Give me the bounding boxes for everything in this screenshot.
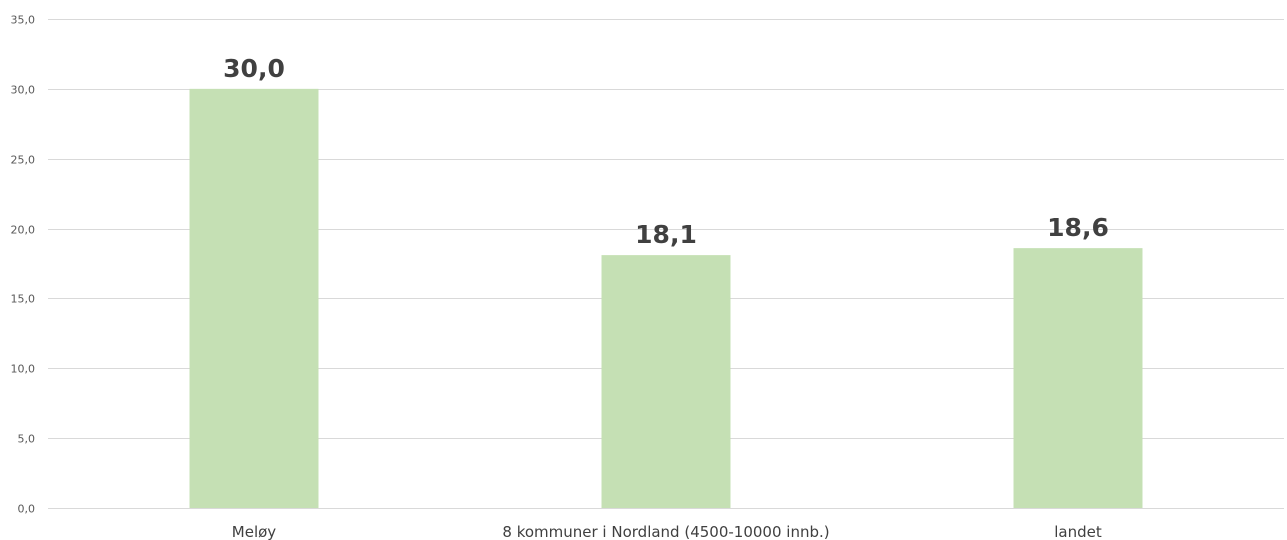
y-tick-label: 0,0	[18, 503, 36, 516]
category-label: 8 kommuner i Nordland (4500-10000 innb.)	[502, 523, 829, 540]
y-tick-label: 35,0	[11, 14, 36, 27]
y-tick-label: 30,0	[11, 84, 36, 97]
x-axis-category-labels: Meløy 8 kommuner i Nordland (4500-10000 i…	[232, 523, 1102, 540]
bar	[1013, 248, 1143, 509]
y-tick-label: 5,0	[18, 433, 36, 446]
y-tick-label: 10,0	[11, 363, 36, 376]
category-label: landet	[1054, 523, 1102, 540]
data-label: 18,6	[1047, 213, 1109, 242]
y-tick-label: 20,0	[11, 224, 36, 237]
y-tick-label: 25,0	[11, 154, 36, 167]
y-tick-label: 15,0	[11, 293, 36, 306]
bar	[189, 88, 319, 508]
data-label: 18,1	[635, 220, 697, 249]
y-axis-tick-labels: 0,0 5,0 10,0 15,0 20,0 25,0 30,0 35,0	[11, 14, 36, 516]
data-label: 30,0	[223, 54, 285, 83]
bar	[601, 255, 731, 508]
category-label: Meløy	[232, 523, 277, 540]
data-labels: 30,0 18,1 18,6	[223, 54, 1109, 249]
bars	[189, 88, 1143, 509]
